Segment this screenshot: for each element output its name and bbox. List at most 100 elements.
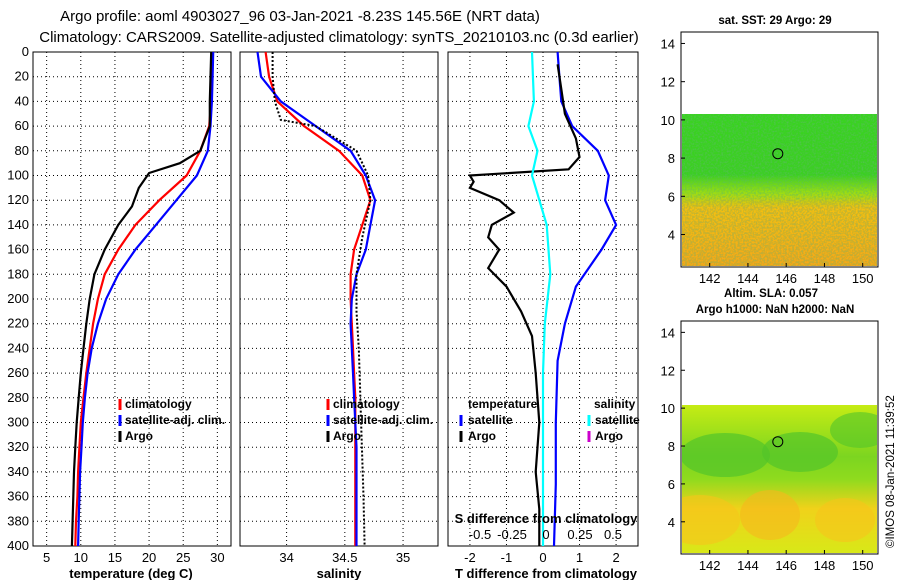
- sla-map-title: Argo h1000: NaN h2000: NaN: [696, 304, 855, 316]
- depth-tick-label: 400: [7, 538, 29, 553]
- t-difference-axis-label: T difference from climatology: [455, 566, 638, 580]
- depth-tick-label: 340: [7, 464, 29, 479]
- legend-climatology-label: climatology: [333, 397, 400, 411]
- s-difference-tick-label: -0.25: [497, 527, 527, 542]
- sla-lat-ticks: 4 6 8 10 12 14: [661, 325, 685, 530]
- argo-position-marker: [772, 436, 784, 448]
- x-tick-label: 35: [396, 550, 410, 565]
- depth-tick-label: 120: [7, 192, 29, 207]
- salinity-axis-label: salinity: [317, 566, 363, 580]
- temperature-grid: [33, 51, 231, 547]
- depth-tick-label: 200: [7, 291, 29, 306]
- sla-map-title-above: Altim. SLA: 0.057: [724, 288, 818, 300]
- series-line-s-satellite: [527, 51, 552, 546]
- lat-tick-label: 14: [661, 325, 675, 340]
- legend-salinity-title: salinity: [594, 397, 636, 411]
- depth-tick-label: 300: [7, 415, 29, 430]
- x-tick-label: -2: [464, 550, 476, 565]
- legend-s-satellite-label: satellite: [595, 413, 640, 427]
- x-tick-label: 20: [142, 550, 156, 565]
- lat-tick-label: 12: [661, 363, 675, 378]
- lon-tick-label: 148: [814, 271, 836, 286]
- depth-tick-label: 240: [7, 340, 29, 355]
- x-tick-label: 5: [43, 550, 50, 565]
- lat-tick-label: 8: [668, 151, 675, 166]
- x-tick-label: 1: [576, 550, 583, 565]
- sla-heatmap: [682, 405, 877, 553]
- x-tick-label: 0: [539, 550, 546, 565]
- t-difference-axis-ticks: -2 -1 0 1 2: [464, 550, 620, 565]
- depth-tick-label: 140: [7, 217, 29, 232]
- series-line-satellite-adj-clim-: [256, 51, 377, 546]
- imos-timestamp: ©IMOS 08-Jan-2021 11:39:52: [885, 395, 897, 548]
- depth-tick-label: 260: [7, 365, 29, 380]
- lat-tick-label: 4: [668, 228, 675, 243]
- lon-tick-label: 142: [699, 271, 721, 286]
- salinity-panel: 34 34.5 35 salinity climatology satellite-…: [239, 51, 439, 580]
- x-tick-label: 10: [74, 550, 88, 565]
- legend-satellite-label: satellite-adj. clim.: [333, 413, 433, 427]
- s-difference-tick-label: -0.5: [469, 527, 491, 542]
- temperature-panel: 0 20 40 60 80 100 120 140 160 180 200 220 240 260 280 3…: [7, 44, 232, 580]
- lat-tick-label: 10: [661, 113, 675, 128]
- lat-tick-label: 12: [661, 75, 675, 90]
- x-tick-label: 25: [176, 550, 190, 565]
- lat-tick-label: 4: [668, 515, 675, 530]
- header-title-line1: Argo profile: aoml 4903027_96 03-Jan-202…: [60, 8, 540, 25]
- legend-argo-label: Argo: [125, 429, 153, 443]
- x-tick-label: 30: [210, 550, 224, 565]
- lon-tick-label: 144: [737, 558, 759, 573]
- lon-tick-label: 142: [699, 558, 721, 573]
- salinity-legend: climatology satellite-adj. clim. Argo: [326, 397, 433, 443]
- temperature-axis-label: temperature (deg C): [69, 566, 193, 580]
- depth-tick-label: 320: [7, 439, 29, 454]
- series-line-t-argo: [468, 64, 581, 546]
- lat-tick-label: 8: [668, 439, 675, 454]
- difference-series: [468, 51, 618, 547]
- lat-tick-label: 6: [668, 189, 675, 204]
- legend-climatology-label: climatology: [125, 397, 192, 411]
- salinity-grid: [240, 51, 438, 547]
- lon-tick-label: 146: [775, 271, 797, 286]
- x-tick-label: 2: [612, 550, 619, 565]
- lon-tick-label: 148: [814, 558, 836, 573]
- series-line-climatology: [264, 51, 372, 546]
- depth-tick-label: 160: [7, 242, 29, 257]
- s-difference-tick-label: 0.5: [604, 527, 622, 542]
- temperature-legend: climatology satellite-adj. clim. Argo: [118, 397, 225, 443]
- sst-lon-ticks: 142 144 146 148 150: [699, 263, 874, 286]
- legend-argo-label: Argo: [333, 429, 361, 443]
- series-line-argo: [70, 51, 213, 547]
- depth-tick-label: 0: [22, 44, 29, 59]
- depth-tick-label: 360: [7, 489, 29, 504]
- depth-tick-label: 180: [7, 266, 29, 281]
- argo-position-marker: [772, 148, 784, 160]
- sla-map-panel: Altim. SLA: 0.057 Argo h1000: NaN h2000:…: [661, 288, 879, 573]
- depth-tick-label: 100: [7, 168, 29, 183]
- legend-t-argo-label: Argo: [468, 429, 496, 443]
- legend-temperature-title: temperature: [468, 397, 538, 411]
- series-line-climatology: [74, 51, 214, 547]
- series-line-t-satellite: [552, 51, 618, 547]
- lon-tick-label: 146: [775, 558, 797, 573]
- depth-tick-label: 60: [15, 118, 29, 133]
- series-line-satellite-adj-clim-: [77, 51, 215, 547]
- sla-lon-ticks: 142 144 146 148 150: [699, 550, 874, 573]
- lat-tick-label: 14: [661, 36, 675, 51]
- header-title-line2: Climatology: CARS2009. Satellite-adjuste…: [39, 29, 638, 46]
- depth-tick-label: 220: [7, 316, 29, 331]
- lon-tick-label: 150: [852, 558, 874, 573]
- x-tick-label: 15: [108, 550, 122, 565]
- depth-axis-ticks: 0 20 40 60 80 100 120 140 160 180 200 220 240 260 280 3…: [7, 44, 29, 553]
- temperature-series: [70, 51, 215, 547]
- sst-heatmap: [682, 114, 877, 266]
- depth-tick-label: 80: [15, 143, 29, 158]
- s-difference-axis-ticks: -0.5 -0.25 0 0.25 0.5: [469, 527, 622, 542]
- s-difference-tick-label: 0.25: [567, 527, 592, 542]
- x-tick-label: -1: [501, 550, 513, 565]
- salinity-axis-ticks: 34 34.5 35: [279, 550, 410, 565]
- difference-panel: -2 -1 0 1 2 -0.5 -0.25 0 0.25 0.5 S difference f…: [447, 51, 640, 580]
- lat-tick-label: 6: [668, 477, 675, 492]
- series-line-argo: [271, 52, 372, 547]
